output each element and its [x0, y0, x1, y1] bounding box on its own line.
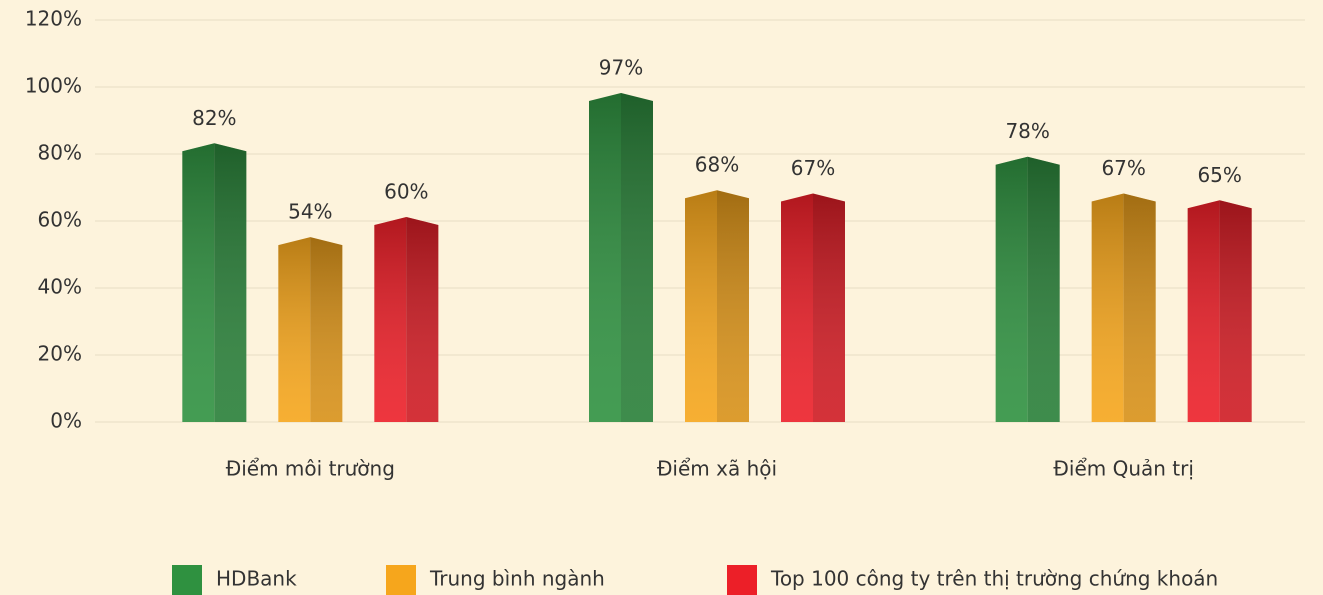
legend-label: Top 100 công ty trên thị trường chứng kh… — [770, 567, 1218, 591]
bar-gradient — [589, 93, 653, 423]
value-label: 60% — [384, 180, 428, 204]
bar — [374, 217, 439, 422]
value-label: 82% — [192, 106, 236, 130]
bar — [781, 193, 845, 422]
value-label: 97% — [599, 56, 643, 80]
bar-gradient — [1091, 193, 1156, 422]
y-tick-label: 100% — [25, 74, 82, 98]
y-tick-label: 20% — [38, 342, 82, 366]
y-tick-label: 60% — [38, 208, 82, 232]
y-tick-label: 0% — [50, 409, 82, 433]
y-tick-label: 40% — [38, 275, 82, 299]
y-tick-label: 80% — [38, 141, 82, 165]
legend-label: Trung bình ngành — [429, 567, 605, 591]
bar-gradient — [182, 143, 247, 423]
y-tick-label: 120% — [25, 7, 82, 31]
bar — [685, 190, 749, 422]
legend-swatch — [727, 565, 757, 595]
bar — [1091, 193, 1156, 422]
bar-gradient — [278, 237, 343, 422]
bar — [589, 93, 653, 423]
x-tick-label: Điểm môi trường — [226, 457, 395, 481]
value-label: 78% — [1005, 119, 1049, 143]
bar-gradient — [781, 193, 845, 422]
x-tick-label: Điểm Quản trị — [1053, 457, 1194, 481]
value-label: 67% — [1101, 156, 1145, 180]
value-label: 68% — [695, 153, 739, 177]
bar — [278, 237, 343, 422]
value-label: 67% — [791, 156, 835, 180]
bar-gradient — [685, 190, 749, 422]
bar-gradient — [374, 217, 439, 422]
x-tick-label: Điểm xã hội — [657, 457, 777, 481]
bar — [995, 156, 1060, 422]
legend-label: HDBank — [216, 567, 297, 591]
value-label: 65% — [1197, 163, 1241, 187]
bar — [1187, 200, 1252, 422]
bar-gradient — [1187, 200, 1252, 422]
legend-swatch — [172, 565, 202, 595]
value-label: 54% — [288, 200, 332, 224]
bar-gradient — [995, 156, 1060, 422]
legend-swatch — [386, 565, 416, 595]
bar — [182, 143, 247, 423]
